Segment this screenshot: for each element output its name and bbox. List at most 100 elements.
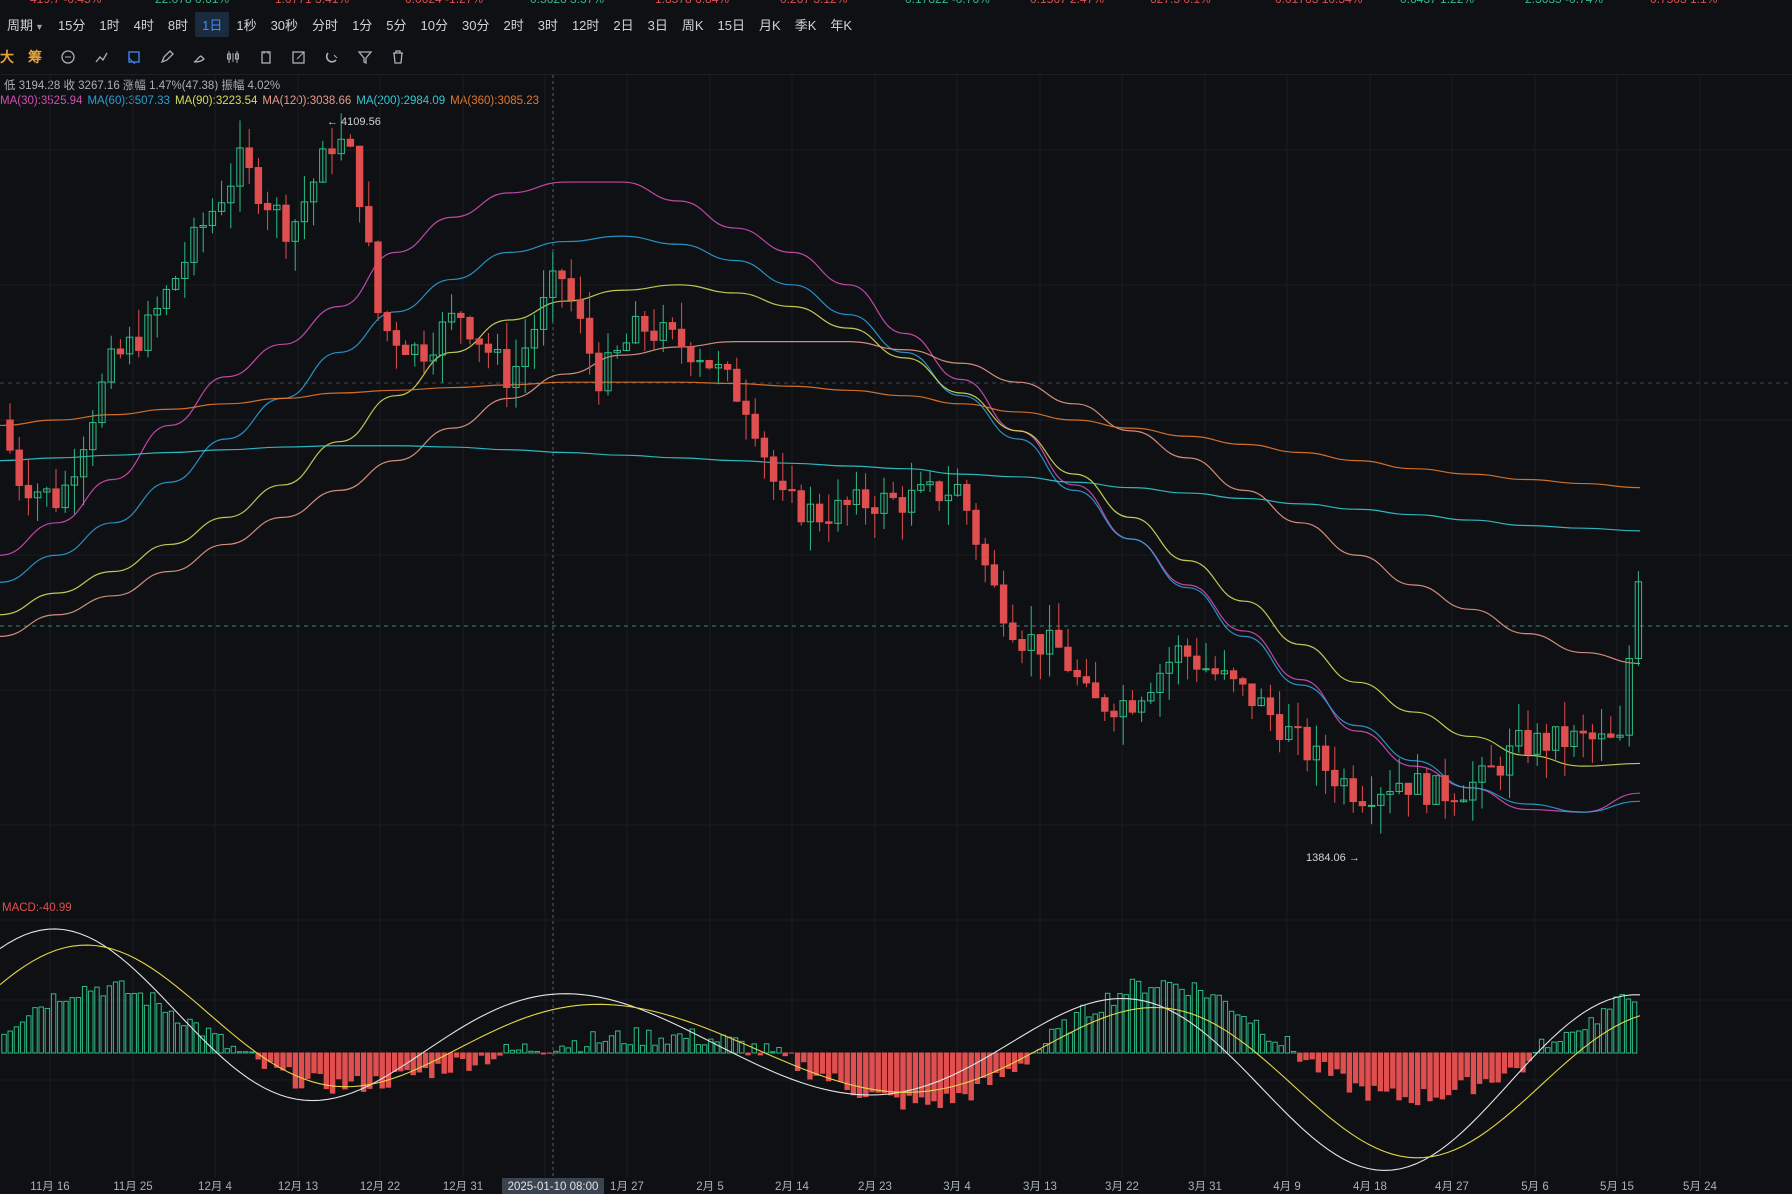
macd-bar [608,1035,615,1054]
interval-30分[interactable]: 30分 [462,17,490,33]
macd-bar [1173,983,1179,1054]
pencil-icon[interactable] [155,47,179,67]
candle [595,342,603,405]
cursor-icon[interactable] [122,47,146,67]
macd-bar [807,1052,813,1080]
interval-1时[interactable]: 1时 [99,17,120,33]
indicator-icon[interactable] [89,47,113,67]
candle [217,180,226,216]
interval-月K[interactable]: 月K [759,17,781,33]
macd-bar [1334,1052,1340,1070]
x-axis-label: 11月 16 [30,1181,69,1193]
macd-bar [1049,1028,1055,1054]
ticker-item[interactable]: 0.5626 3.37% [530,0,604,6]
macd-bar [863,1052,869,1098]
macd-bar [398,1052,404,1072]
candle [834,479,842,532]
candle [190,217,198,276]
candle [392,321,401,369]
macd-bar [745,1052,751,1056]
ticker-item[interactable]: 0.267 3.12% [780,0,847,6]
ma-line-MA(120) [0,341,1641,665]
ticker-item[interactable]: 2.3635 -0.74% [1525,0,1603,6]
tool-大[interactable]: 大 [0,49,14,65]
ticker-item[interactable]: 0.17822 -0.76% [905,0,990,6]
ma-line-MA(360) [0,381,1641,489]
macd-bar [212,1033,218,1054]
filter-icon[interactable] [353,47,377,67]
candle [1073,659,1081,686]
candle [337,113,345,161]
brush-icon[interactable] [188,47,212,67]
interval-1日[interactable]: 1日 [195,11,230,37]
candle [963,479,971,525]
candle [1597,709,1606,762]
macd-bar [329,1052,336,1094]
interval-4时[interactable]: 4时 [133,17,154,33]
macd-bar [69,997,75,1054]
macd-bar [193,1022,199,1054]
interval-3时[interactable]: 3时 [537,17,558,33]
macd-bar [292,1052,299,1089]
candle [1275,691,1284,753]
macd-bar [143,1004,150,1054]
interval-12时[interactable]: 12时 [571,17,600,33]
candle [420,330,428,374]
ticker-item[interactable]: 1.0771 3.41% [275,0,349,6]
candle [668,317,677,340]
macd-bar [1247,1022,1253,1054]
candle [1045,605,1054,677]
macd-bar [1179,988,1185,1054]
macd-bar [44,1007,51,1054]
interval-15日[interactable]: 15日 [717,17,746,33]
macd-bar [94,986,100,1054]
candle [493,333,502,365]
interval-15分[interactable]: 15分 [57,17,86,33]
ticker-item[interactable]: 22.078 0.61% [155,0,229,6]
ticker-item[interactable]: 627.5 0.1% [1150,0,1211,6]
interval-1分[interactable]: 1分 [352,17,373,33]
interval-8时[interactable]: 8时 [167,17,189,33]
macd-bar [1576,1030,1582,1054]
interval-分时[interactable]: 分时 [312,17,339,33]
macd-bar [664,1043,671,1054]
interval-toolbar: 周期 ▼ 15分 1时 4时 8时 1日 1秒 30秒 分时 1分 5分 10分 30分 2时 3时 12时 2… [0,11,859,37]
scale-icon[interactable] [56,47,80,67]
ticker-item[interactable]: 0.6437 1.22% [1400,0,1474,6]
macd-bar [422,1052,429,1069]
interval-30秒[interactable]: 30秒 [270,17,299,33]
ticker-item[interactable]: 0.01763 10.34% [1275,0,1362,6]
candle [116,339,125,359]
ticker-item[interactable]: 0.7503 1.1% [1650,0,1717,6]
ticker-item[interactable]: 0.0624 -1.27% [405,0,483,6]
interval-5分[interactable]: 5分 [386,17,407,33]
candle-template-icon[interactable] [221,47,245,67]
magnet-icon[interactable] [320,47,344,67]
ticker-item[interactable]: 1.8578 6.84% [655,0,729,6]
ticker-item[interactable]: 419.7 -0.45% [30,0,101,6]
interval-年K[interactable]: 年K [830,17,853,33]
trash-icon[interactable] [386,47,410,67]
interval-季K[interactable]: 季K [794,17,817,33]
period-selector[interactable]: 周期 ▼ [7,17,44,33]
ticker-strip: 419.7 -0.45% 22.078 0.61% 1.0771 3.41% 0.06… [0,0,1792,8]
candle [1009,604,1017,643]
interval-周K[interactable]: 周K [681,17,704,33]
tool-筹[interactable]: 筹 [28,49,42,65]
macd-bar [918,1052,925,1098]
interval-2时[interactable]: 2时 [503,17,524,33]
macd-bar [1117,993,1123,1054]
macd-bar [844,1052,850,1091]
macd-bar [838,1052,844,1082]
macd-bar [652,1044,658,1054]
interval-2日[interactable]: 2日 [613,17,634,33]
x-axis-label: 12月 22 [360,1181,400,1193]
edit-icon[interactable] [287,47,311,67]
interval-10分[interactable]: 10分 [420,17,448,33]
note-icon[interactable] [254,47,278,67]
interval-1秒[interactable]: 1秒 [236,17,257,33]
macd-bar [404,1052,410,1071]
ticker-item[interactable]: 0.1567 2.47% [1030,0,1104,6]
interval-3日[interactable]: 3日 [647,17,668,33]
